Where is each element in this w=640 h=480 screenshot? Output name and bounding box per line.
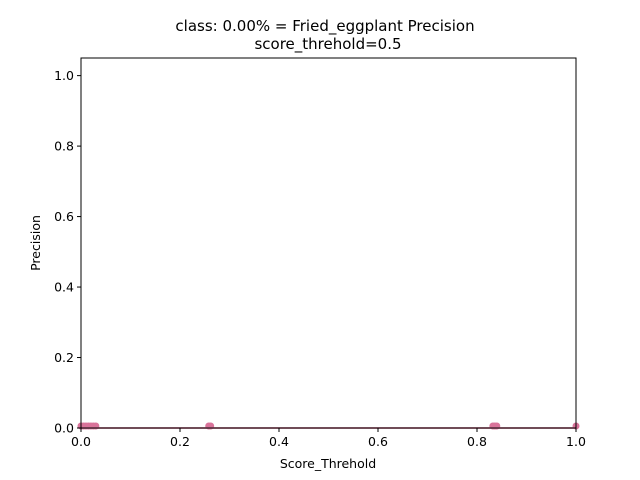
y-axis-label: Precision [28,215,43,271]
y-tick-label: 0.6 [54,209,74,224]
y-tick-label: 0.8 [54,139,74,154]
x-axis-label: Score_Threhold [280,456,376,471]
x-axis-ticks: 0.0 0.2 0.4 0.6 0.8 1.0 [71,428,586,449]
y-tick-label: 0.4 [54,280,74,295]
x-tick-label: 0.8 [467,434,487,449]
y-tick-label: 0.2 [54,350,74,365]
y-axis-ticks: 0.0 0.2 0.4 0.6 0.8 1.0 [54,68,81,436]
plot-frame [80,57,577,429]
plot-area [81,58,576,428]
chart-subtitle: score_threhold=0.5 [254,35,401,54]
y-tick-label: 0.0 [54,421,74,436]
chart-title: class: 0.00% = Fried_eggplant Precision [175,17,474,36]
x-tick-label: 0.6 [368,434,388,449]
x-tick-label: 1.0 [566,434,586,449]
x-tick-label: 0.0 [71,434,91,449]
x-tick-label: 0.4 [269,434,289,449]
x-tick-label: 0.2 [170,434,190,449]
y-tick-label: 1.0 [54,68,74,83]
